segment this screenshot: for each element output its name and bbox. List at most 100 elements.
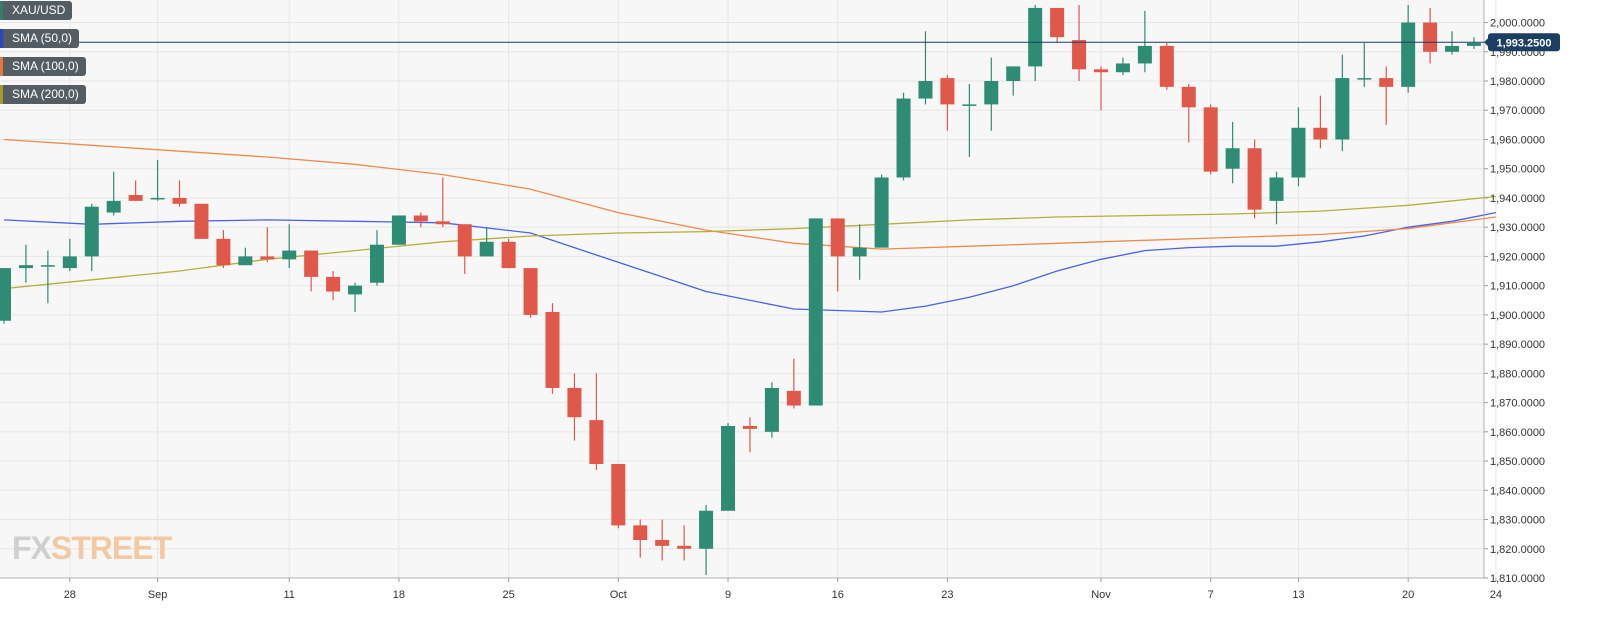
candle[interactable] <box>1357 43 1372 87</box>
candle[interactable] <box>1137 10 1152 73</box>
candle[interactable] <box>1181 83 1196 143</box>
candle[interactable] <box>1423 7 1438 64</box>
candle[interactable] <box>589 373 604 470</box>
candle-body <box>1028 7 1043 67</box>
candle-body <box>1050 7 1065 38</box>
candle[interactable] <box>962 83 977 158</box>
candle-body <box>40 265 55 267</box>
candle[interactable] <box>545 303 560 394</box>
current-price-badge <box>1488 33 1560 52</box>
candle-body <box>786 390 801 406</box>
candle[interactable] <box>1050 7 1065 44</box>
candle[interactable] <box>1006 66 1021 96</box>
candle[interactable] <box>699 504 714 576</box>
candle[interactable] <box>1291 107 1306 187</box>
candle[interactable] <box>1115 57 1130 76</box>
candle[interactable] <box>918 31 933 105</box>
candle[interactable] <box>457 224 472 274</box>
legend-item-sma-200[interactable]: SMA (200,0) <box>0 85 86 104</box>
candle[interactable] <box>1269 171 1284 225</box>
y-tick-label: 1,940.0000 <box>1490 193 1545 205</box>
candle[interactable] <box>216 230 231 269</box>
candle-body <box>1379 78 1394 87</box>
candle-body <box>501 241 516 269</box>
candle[interactable] <box>655 519 670 561</box>
candle[interactable] <box>830 218 845 292</box>
candle[interactable] <box>260 227 275 263</box>
candle-body <box>545 311 560 388</box>
candle[interactable] <box>128 180 143 201</box>
candle[interactable] <box>742 417 757 453</box>
candle[interactable] <box>984 57 999 131</box>
candle[interactable] <box>369 230 384 286</box>
candle[interactable] <box>874 174 889 248</box>
candle-body <box>1269 177 1284 201</box>
candle[interactable] <box>0 268 11 324</box>
candle[interactable] <box>194 203 209 239</box>
candle[interactable] <box>348 282 363 312</box>
legend-item-sma-100[interactable]: SMA (100,0) <box>0 57 86 76</box>
x-tick-label: 7 <box>1208 589 1214 601</box>
candle-body <box>962 104 977 106</box>
candle[interactable] <box>1072 5 1087 82</box>
x-tick-label: 9 <box>725 589 731 601</box>
candle[interactable] <box>611 463 626 529</box>
legend-item-sma-50[interactable]: SMA (50,0) <box>0 29 80 48</box>
candle-body <box>655 539 670 546</box>
legend-item-xauusd[interactable]: XAU/USD <box>0 1 73 20</box>
candle[interactable] <box>677 525 692 561</box>
candle[interactable] <box>1203 104 1218 175</box>
candle[interactable] <box>1028 5 1043 82</box>
candle[interactable] <box>391 215 406 245</box>
candle[interactable] <box>523 268 538 318</box>
x-tick-label: 25 <box>502 589 514 601</box>
candle[interactable] <box>18 244 33 283</box>
candle[interactable] <box>852 224 867 280</box>
candle-body <box>84 206 99 257</box>
candle[interactable] <box>940 75 955 131</box>
candle-body <box>216 238 231 266</box>
candle[interactable] <box>1094 66 1108 111</box>
candle[interactable] <box>326 271 341 301</box>
candle[interactable] <box>633 519 648 558</box>
candle[interactable] <box>808 218 823 406</box>
candle[interactable] <box>238 247 253 266</box>
candle[interactable] <box>1225 121 1240 184</box>
candle[interactable] <box>84 203 99 272</box>
candle[interactable] <box>1401 5 1416 93</box>
candle[interactable] <box>62 238 77 272</box>
candle-body <box>742 425 757 429</box>
x-tick-label: 11 <box>284 589 295 601</box>
candle[interactable] <box>150 159 165 201</box>
candle[interactable] <box>40 250 55 304</box>
candle[interactable] <box>106 171 121 216</box>
y-tick-label: 1,980.0000 <box>1490 76 1545 88</box>
candle[interactable] <box>479 227 494 257</box>
candle[interactable] <box>764 382 779 438</box>
candle[interactable] <box>435 177 450 228</box>
candle[interactable] <box>1159 43 1174 90</box>
candle[interactable] <box>282 224 297 269</box>
candle[interactable] <box>172 180 187 207</box>
candle[interactable] <box>896 92 911 181</box>
candle[interactable] <box>1313 95 1328 149</box>
y-tick-label: 1,930.0000 <box>1490 222 1545 234</box>
candle-body <box>0 268 11 321</box>
candle[interactable] <box>413 212 428 228</box>
candle[interactable] <box>721 423 736 511</box>
candle-body <box>808 218 823 406</box>
candle[interactable] <box>786 358 801 409</box>
y-tick-label: 1,900.0000 <box>1490 310 1545 322</box>
candle[interactable] <box>567 373 582 441</box>
candle[interactable] <box>1445 31 1460 55</box>
x-tick-label: Nov <box>1091 589 1111 601</box>
candle[interactable] <box>304 250 319 292</box>
candle[interactable] <box>1335 54 1350 152</box>
candle[interactable] <box>1466 37 1481 49</box>
candle-body <box>106 200 121 213</box>
candle[interactable] <box>1247 139 1262 219</box>
candle[interactable] <box>1379 66 1394 125</box>
candle-body <box>1466 43 1481 46</box>
candle-body <box>128 195 143 201</box>
candle[interactable] <box>501 238 516 269</box>
